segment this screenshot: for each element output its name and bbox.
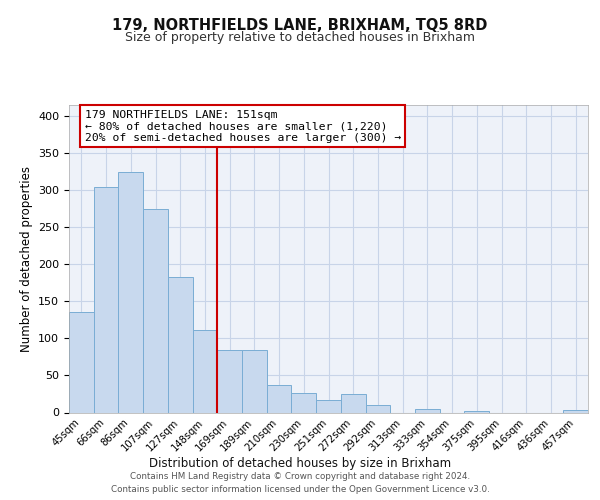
Bar [118,172,143,412]
Y-axis label: Number of detached properties: Number of detached properties [20,166,32,352]
Bar [365,405,390,412]
Bar [415,409,440,412]
Bar [292,393,316,412]
Bar [168,277,193,412]
Text: Distribution of detached houses by size in Brixham: Distribution of detached houses by size … [149,458,451,470]
Text: 179, NORTHFIELDS LANE, BRIXHAM, TQ5 8RD: 179, NORTHFIELDS LANE, BRIXHAM, TQ5 8RD [112,18,488,32]
Bar [464,411,489,412]
Bar [217,350,242,412]
Bar [143,208,168,412]
Bar [242,350,267,412]
Bar [341,394,365,412]
Bar [563,410,588,412]
Bar [193,330,217,412]
Bar [316,400,341,412]
Bar [94,186,118,412]
Bar [69,312,94,412]
Text: 179 NORTHFIELDS LANE: 151sqm
← 80% of detached houses are smaller (1,220)
20% of: 179 NORTHFIELDS LANE: 151sqm ← 80% of de… [85,110,401,143]
Text: Contains HM Land Registry data © Crown copyright and database right 2024.
Contai: Contains HM Land Registry data © Crown c… [110,472,490,494]
Text: Size of property relative to detached houses in Brixham: Size of property relative to detached ho… [125,31,475,44]
Bar [267,385,292,412]
